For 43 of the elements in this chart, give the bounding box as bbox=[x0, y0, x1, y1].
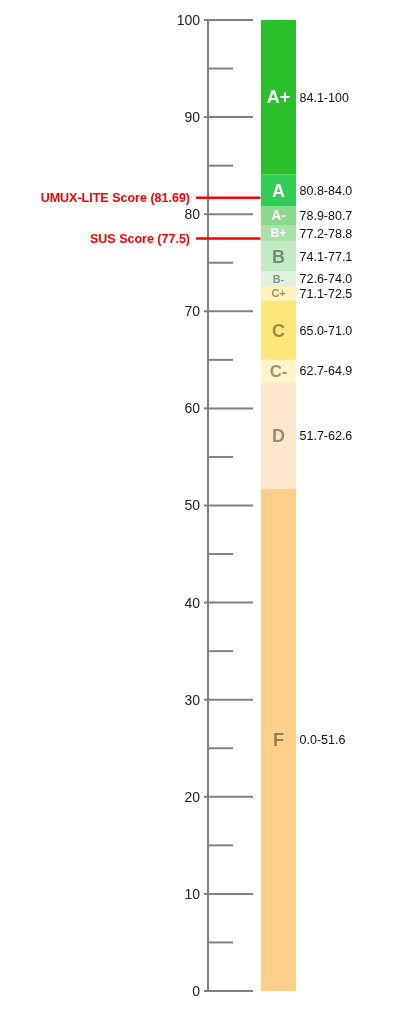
series-label: A+ bbox=[266, 87, 291, 108]
ref-line-label: SUS Score (77.5) bbox=[89, 231, 190, 246]
bar bbox=[261, 300, 296, 360]
y-tick-label: 40 bbox=[184, 594, 201, 611]
series-label: C- bbox=[269, 361, 288, 381]
series-label: B- bbox=[272, 272, 285, 285]
ref-line-label: UMUX-LITE Score (81.69) bbox=[40, 191, 190, 206]
series-label: B+ bbox=[270, 226, 287, 241]
text: 71.1-72.5 bbox=[299, 286, 353, 301]
bar bbox=[261, 271, 296, 287]
series-label: D bbox=[272, 425, 285, 446]
y-tick-label: 100 bbox=[176, 11, 201, 28]
bar bbox=[261, 206, 296, 225]
text: 51.7-62.6 bbox=[299, 428, 353, 443]
text: 0.0-51.6 bbox=[299, 733, 346, 748]
series-label: A bbox=[272, 180, 285, 201]
bar bbox=[261, 174, 296, 207]
text: 77.2-78.8 bbox=[299, 226, 353, 241]
text: 62.7-64.9 bbox=[299, 364, 353, 379]
y-tick-label: 20 bbox=[184, 788, 201, 805]
bar bbox=[261, 382, 296, 489]
text: 65.0-71.0 bbox=[299, 323, 353, 338]
y-tick-label: 90 bbox=[184, 109, 201, 125]
y-tick-label: 60 bbox=[184, 400, 201, 417]
series-label: C bbox=[272, 320, 285, 341]
bar bbox=[261, 488, 296, 991]
series-label: F bbox=[273, 730, 284, 751]
series-label: A- bbox=[271, 207, 287, 224]
y-tick-label: 30 bbox=[184, 691, 201, 708]
y-tick-label: 70 bbox=[184, 303, 201, 320]
text: 72.6-74.0 bbox=[299, 272, 353, 287]
y-tick-label: 0 bbox=[192, 982, 201, 999]
text: 84.1-100 bbox=[299, 90, 349, 105]
series-label: C+ bbox=[271, 287, 286, 300]
text: 78.9-80.7 bbox=[299, 209, 353, 224]
y-tick-label: 10 bbox=[184, 885, 201, 902]
bar bbox=[261, 20, 296, 175]
text: 74.1-77.1 bbox=[299, 249, 353, 264]
y-tick-label: 50 bbox=[184, 497, 201, 514]
y-tick-label: 80 bbox=[184, 206, 201, 223]
series-label: B bbox=[272, 246, 285, 267]
bar bbox=[261, 286, 296, 301]
text: 80.8-84.0 bbox=[299, 183, 353, 198]
